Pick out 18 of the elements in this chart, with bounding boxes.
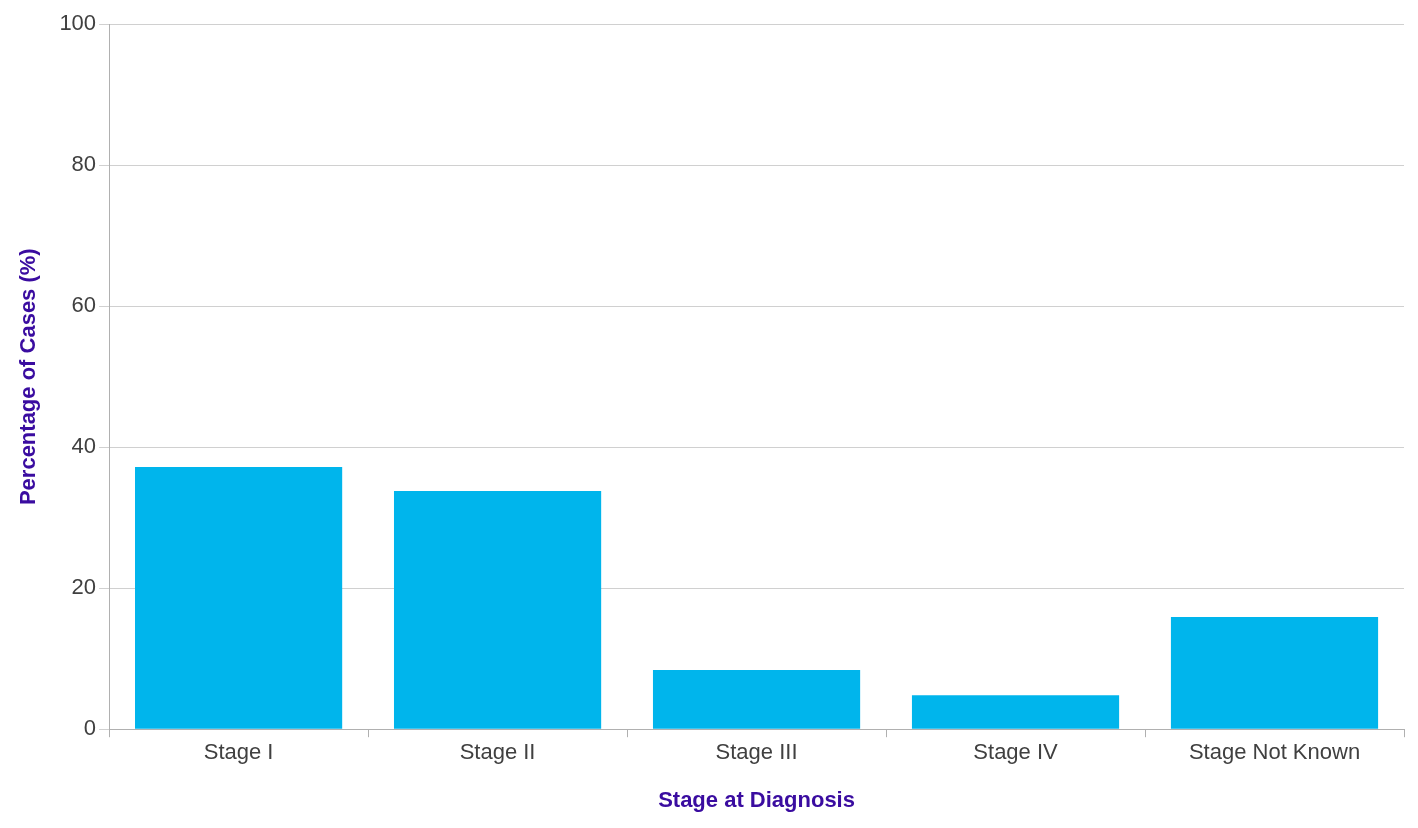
y-axis-title: Percentage of Cases (%) <box>15 248 41 506</box>
x-tick-label: Stage Not Known <box>1188 739 1361 765</box>
x-axis-title: Stage at Diagnosis <box>658 786 855 812</box>
x-tick-label: Stage II <box>459 739 536 765</box>
y-tick-label: 20 <box>71 574 97 600</box>
bar <box>135 466 343 729</box>
y-tick-label: 60 <box>71 292 97 318</box>
bar <box>652 669 861 729</box>
y-tick-label: 40 <box>71 433 97 459</box>
y-tick-label: 0 <box>83 715 97 741</box>
y-tick-label: 100 <box>59 10 97 36</box>
x-tick-label: Stage I <box>203 739 274 765</box>
x-tick-label: Stage IV <box>973 739 1059 765</box>
bar <box>1170 617 1379 729</box>
bar <box>911 695 1120 729</box>
x-tick-label: Stage III <box>715 739 798 765</box>
y-tick-label: 80 <box>71 151 97 177</box>
bar <box>393 490 602 729</box>
